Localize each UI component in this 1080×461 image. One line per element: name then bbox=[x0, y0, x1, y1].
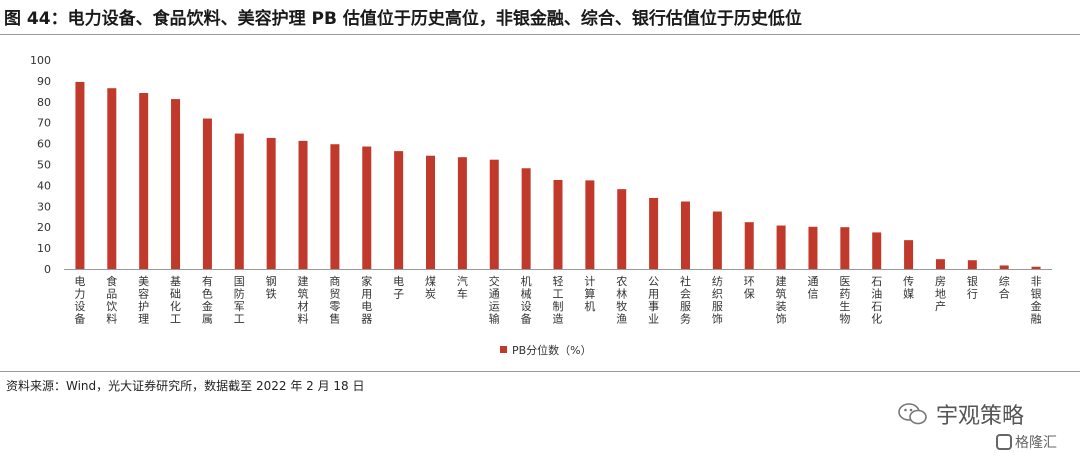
x-tick-label: 商贸零售 bbox=[329, 274, 340, 326]
y-tick-label: 90 bbox=[37, 75, 51, 88]
y-tick-label: 0 bbox=[44, 263, 51, 276]
bar bbox=[457, 157, 467, 269]
bar bbox=[840, 227, 850, 269]
x-tick-label: 通信 bbox=[807, 275, 818, 301]
y-tick-label: 30 bbox=[37, 200, 51, 213]
legend: PB分位数（%） bbox=[500, 343, 592, 357]
bar bbox=[394, 151, 404, 269]
x-tick-label: 国防军工 bbox=[234, 275, 245, 326]
bar bbox=[171, 99, 181, 269]
x-tick-label: 交通运输 bbox=[489, 274, 500, 326]
bar bbox=[426, 155, 436, 269]
bar bbox=[107, 88, 117, 269]
bar bbox=[330, 144, 340, 269]
watermark-corner-text: 格隆汇 bbox=[1015, 435, 1057, 451]
wechat-icon bbox=[898, 403, 927, 425]
y-axis: 0 10 20 30 40 50 60 70 80 90 100 bbox=[30, 54, 51, 276]
bar bbox=[489, 159, 499, 269]
y-tick-label: 60 bbox=[37, 138, 51, 151]
x-tick-label: 社会服务 bbox=[680, 274, 691, 326]
bar bbox=[139, 93, 149, 269]
bar bbox=[872, 232, 882, 269]
x-tick-label: 房地产 bbox=[935, 275, 946, 313]
y-tick-label: 50 bbox=[37, 159, 51, 172]
watermark-brand: 宇观策略 bbox=[898, 398, 1024, 430]
x-tick-label: 计算机 bbox=[584, 275, 595, 313]
bar bbox=[808, 226, 818, 269]
x-axis: 电力设备 食品饮料 美容护理 基础化工 有色金属 国防军工 钢铁 建筑材料 商贸零售 家用电器 电子… bbox=[64, 269, 1052, 326]
bar bbox=[744, 222, 754, 269]
bar bbox=[904, 240, 914, 269]
figure-title: 图 44：电力设备、食品饮料、美容护理 PB 估值位于历史高位，非银金融、综合、… bbox=[4, 9, 802, 29]
watermark-brand-text: 宇观策略 bbox=[936, 404, 1025, 429]
x-tick-label: 综合 bbox=[999, 274, 1010, 301]
x-tick-label: 钢铁 bbox=[266, 275, 277, 301]
bar bbox=[202, 118, 212, 270]
y-tick-label: 80 bbox=[37, 96, 51, 109]
y-tick-label: 20 bbox=[37, 221, 51, 234]
x-tick-label: 食品饮料 bbox=[106, 274, 117, 326]
x-tick-label: 石油石化 bbox=[871, 275, 882, 326]
x-tick-label: 建筑装饰 bbox=[776, 274, 787, 326]
bar bbox=[585, 180, 595, 269]
source-divider bbox=[0, 371, 1080, 372]
x-tick-label: 传媒 bbox=[903, 275, 914, 301]
x-tick-label: 环保 bbox=[744, 275, 755, 301]
x-tick-label: 家用电器 bbox=[361, 274, 372, 326]
x-tick-label: 汽车 bbox=[457, 274, 468, 301]
x-tick-label: 煤炭 bbox=[425, 275, 436, 301]
bar bbox=[999, 265, 1009, 269]
x-tick-label: 医药生物 bbox=[839, 275, 850, 326]
watermark-corner: 格隆汇 bbox=[996, 432, 1057, 452]
x-tick-label: 美容护理 bbox=[138, 275, 149, 326]
bar bbox=[967, 260, 977, 269]
bar bbox=[617, 189, 627, 269]
x-tick-label: 机械设备 bbox=[521, 274, 532, 326]
y-tick-label: 10 bbox=[37, 242, 51, 255]
bar-series bbox=[75, 81, 1041, 270]
bar bbox=[680, 201, 690, 269]
bar-chart: 0 10 20 30 40 50 60 70 80 90 100 电力设备 食品饮料 美容护理 基础化工 有… bbox=[30, 54, 1052, 357]
x-tick-label: 轻工制造 bbox=[553, 274, 564, 326]
bar bbox=[298, 140, 308, 269]
x-tick-label: 银行 bbox=[967, 274, 978, 301]
x-tick-label: 纺织服饰 bbox=[712, 274, 723, 326]
bar bbox=[234, 133, 244, 269]
y-tick-label: 100 bbox=[30, 54, 51, 67]
bar bbox=[521, 168, 531, 269]
x-tick-label: 有色金属 bbox=[202, 274, 213, 326]
source-note: 资料来源：Wind，光大证券研究所，数据截至 2022 年 2 月 18 日 bbox=[6, 379, 365, 393]
legend-label: PB分位数（%） bbox=[512, 343, 592, 357]
bar bbox=[266, 137, 276, 269]
x-tick-label: 非银金融 bbox=[1031, 275, 1042, 326]
x-tick-label: 基础化工 bbox=[170, 275, 181, 326]
bar bbox=[362, 146, 372, 269]
bar bbox=[712, 211, 722, 269]
bar bbox=[75, 81, 85, 269]
title-divider bbox=[0, 34, 1080, 35]
legend-swatch bbox=[500, 346, 507, 353]
bar bbox=[649, 197, 659, 269]
bar bbox=[553, 179, 563, 269]
x-tick-label: 公用事业 bbox=[648, 275, 659, 326]
x-tick-label: 电力设备 bbox=[74, 275, 85, 326]
gelonghui-logo-icon bbox=[996, 434, 1012, 450]
x-tick-label: 建筑材料 bbox=[298, 274, 309, 326]
bar bbox=[776, 225, 786, 269]
bar bbox=[1031, 266, 1041, 269]
y-tick-label: 40 bbox=[37, 179, 51, 192]
x-tick-label: 农林牧渔 bbox=[616, 274, 627, 326]
bar bbox=[935, 259, 945, 269]
x-tick-label: 电子 bbox=[393, 275, 404, 301]
y-tick-label: 70 bbox=[37, 117, 51, 130]
